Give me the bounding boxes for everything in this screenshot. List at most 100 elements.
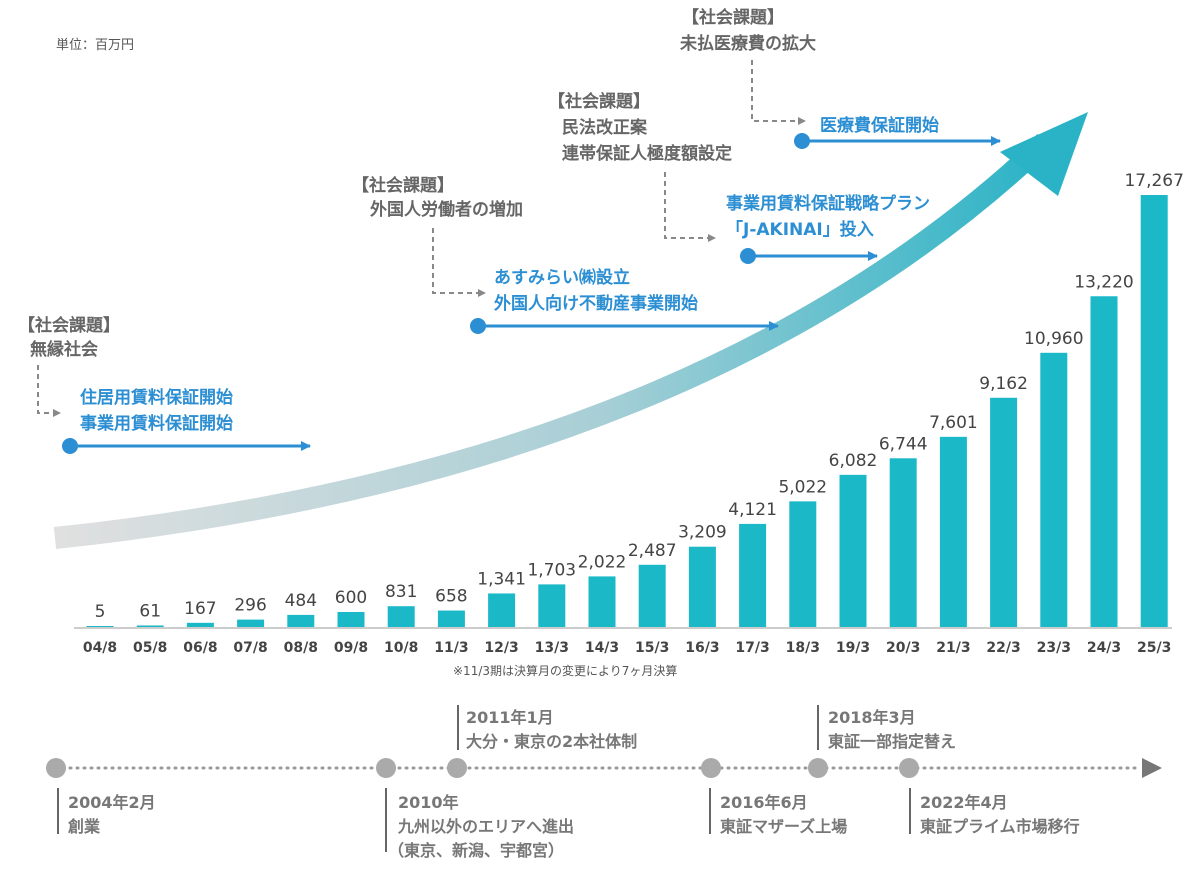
x-tick-label: 08/8: [284, 640, 318, 656]
bar-04-8: [86, 626, 114, 627]
bar-value-label: 296: [234, 596, 266, 616]
x-tick-label: 23/3: [1037, 640, 1071, 656]
timeline-date-2004: 2004年2月: [68, 793, 156, 812]
timeline-dot-2011: [447, 758, 467, 778]
x-tick-label: 17/3: [735, 640, 769, 656]
bar-17-3: [739, 523, 767, 627]
bar-value-label: 61: [139, 601, 161, 621]
bar-value-label: 831: [385, 582, 417, 602]
bar-series: 5 61 167 296 484 600 831 658 1,341 1,703 2,0222,48…: [86, 171, 1184, 627]
bar-18-3: [789, 501, 817, 627]
bar-value-label: 2,022: [578, 552, 627, 572]
x-tick-label: 09/8: [334, 640, 368, 656]
timeline-dot-2018: [808, 758, 828, 778]
x-tick-label: 06/8: [183, 640, 217, 656]
bar-16-3: [688, 546, 716, 627]
timeline-date-2018: 2018年3月: [828, 708, 916, 727]
bar-value-label: 7,601: [929, 413, 978, 433]
annotation-action-3b: 「J-AKINAI」投入: [726, 220, 874, 240]
x-tick-label: 04/8: [83, 640, 117, 656]
bar-value-label: 484: [285, 591, 317, 611]
timeline: [46, 705, 1162, 852]
annotation-tag-4: 【社会課題】: [682, 8, 784, 28]
annotation-tag-1: 【社会課題】: [18, 316, 120, 336]
bar-value-label: 5: [95, 602, 106, 622]
x-tick-label: 22/3: [986, 640, 1020, 656]
bar-value-label: 167: [184, 599, 216, 619]
bar-value-label: 5,022: [778, 477, 827, 497]
bar-25-3: [1140, 195, 1168, 627]
bar-12-3: [488, 593, 516, 627]
bar-value-label: 13,220: [1074, 272, 1133, 292]
bar-value-label: 10,960: [1024, 329, 1083, 349]
annotation-action-1b: 事業用賃料保証開始: [80, 414, 233, 434]
bar-value-label: 6,744: [879, 434, 928, 454]
timeline-text2-2010: （東京、新潟、宇都宮）: [388, 841, 565, 860]
x-tick-label: 11/3: [434, 640, 468, 656]
bar-23-3: [1040, 352, 1068, 627]
timeline-text-2011: 大分・東京の2本社体制: [466, 732, 638, 751]
bar-09-8: [337, 611, 365, 627]
bar-24-3: [1090, 296, 1118, 627]
timeline-text-2018: 東証一部指定替え: [828, 732, 957, 751]
timeline-date-2010: 2010年: [398, 793, 459, 812]
timeline-date-2016: 2016年6月: [720, 793, 808, 812]
x-tick-label: 25/3: [1137, 640, 1171, 656]
bar-05-8: [136, 625, 164, 627]
timeline-dot-2010: [376, 758, 396, 778]
x-tick-label: 24/3: [1087, 640, 1121, 656]
annotation-issue-1: 無縁社会: [30, 340, 98, 360]
bar-value-label: 600: [335, 588, 367, 608]
growth-arrow: [53, 112, 1088, 549]
bar-value-label: 1,703: [527, 560, 576, 580]
timeline-date-2022: 2022年4月: [920, 793, 1008, 812]
bar-06-8: [186, 622, 214, 627]
bar-value-label: 3,209: [678, 523, 727, 543]
timeline-text-2010: 九州以外のエリアへ進出: [398, 817, 575, 836]
annotation-action-2a: あすみらい㈱設立: [494, 268, 630, 288]
x-tick-label: 15/3: [635, 640, 669, 656]
x-tick-label: 12/3: [484, 640, 518, 656]
dashed-connectors: [37, 60, 806, 417]
timeline-dot-2016: [701, 758, 721, 778]
bar-14-3: [588, 576, 616, 627]
x-tick-label: 05/8: [133, 640, 167, 656]
timeline-text-2022: 東証プライム市場移行: [920, 817, 1080, 836]
annotation-issue-2: 外国人労働者の増加: [370, 200, 523, 220]
bar-value-label: 658: [435, 587, 467, 607]
bar-value-label: 4,121: [728, 500, 777, 520]
timeline-date-2011: 2011年1月: [466, 708, 554, 727]
bar-value-label: 9,162: [979, 374, 1028, 394]
bar-10-8: [387, 606, 415, 627]
bar-21-3: [939, 436, 967, 627]
bar-08-8: [287, 614, 315, 627]
timeline-text-2004: 創業: [68, 817, 101, 836]
timeline-text-2016: 東証マザーズ上場: [720, 817, 848, 836]
annotation-action-1a: 住居用賃料保証開始: [80, 388, 233, 408]
annotation-issue-4: 未払医療費の拡大: [680, 34, 816, 54]
x-tick-label: 16/3: [685, 640, 719, 656]
x-tick-label: 07/8: [233, 640, 267, 656]
bar-value-label: 1,341: [477, 569, 526, 589]
action-arrows: [62, 133, 1001, 454]
x-tick-label: 14/3: [585, 640, 619, 656]
annotation-issue-3b: 連帯保証人極度額設定: [562, 144, 732, 164]
bar-20-3: [889, 458, 917, 627]
bar-19-3: [839, 474, 867, 627]
annotation-issue-3a: 民法改正案: [562, 118, 647, 138]
bar-15-3: [638, 564, 666, 627]
bar-value-label: 17,267: [1124, 171, 1183, 191]
bar-value-label: 6,082: [829, 451, 878, 471]
x-tick-label: 19/3: [836, 640, 870, 656]
x-tick-label: 20/3: [886, 640, 920, 656]
bar-07-8: [237, 619, 265, 627]
bar-value-label: 2,487: [628, 541, 677, 561]
annotation-action-3a: 事業用賃料保証戦略プラン: [726, 194, 930, 214]
annotation-tag-3: 【社会課題】: [548, 92, 650, 112]
x-tick-label: 18/3: [786, 640, 820, 656]
x-tick-labels: 04/8 05/8 06/8 07/8 08/8 09/8 10/8 11/3 12/3 13/3…: [83, 640, 1172, 656]
x-tick-label: 13/3: [535, 640, 569, 656]
unit-label: 単位：百万円: [56, 38, 135, 53]
bar-13-3: [538, 584, 566, 627]
